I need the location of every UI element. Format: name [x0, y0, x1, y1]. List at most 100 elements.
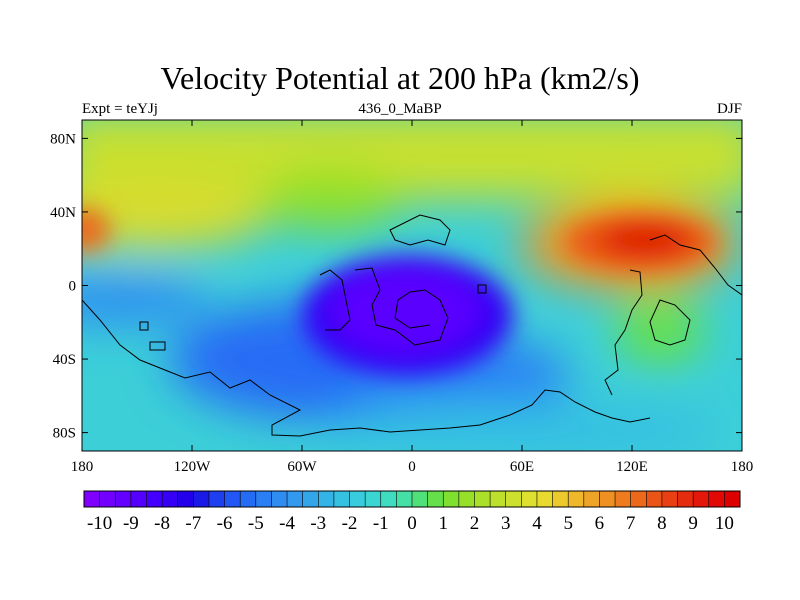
colorbar-label: -8 [154, 513, 170, 534]
colorbar-label: -2 [342, 513, 358, 534]
colorbar-label: 9 [688, 513, 698, 534]
asia-block [604, 269, 643, 396]
dateline-high [82, 208, 110, 252]
colorbar-swatch [708, 491, 725, 507]
colorbar-swatch [84, 491, 100, 507]
north-atlantic-green [260, 170, 400, 230]
asia-high-core [600, 224, 690, 256]
colorbar-label: 4 [532, 513, 542, 534]
y-tick-label: 0 [69, 279, 77, 295]
colorbar-swatch [115, 491, 132, 507]
colorbar-label: 8 [657, 513, 667, 534]
colorbar-swatch [99, 491, 116, 507]
colorbar-swatch [536, 491, 553, 507]
chart-title: Velocity Potential at 200 hPa (km2/s) [160, 60, 640, 96]
colorbar-label: -1 [373, 513, 389, 534]
contour-field [82, 120, 742, 451]
season-label: DJF [716, 101, 742, 117]
y-tick-label: 40S [53, 352, 76, 368]
y-tick-label: 80N [50, 131, 76, 147]
colorbar-swatch [287, 491, 303, 507]
colorbar-swatch [333, 491, 350, 507]
colorbar-swatch [130, 491, 147, 507]
colorbar-swatch [240, 491, 257, 507]
colorbar-label: -9 [123, 513, 139, 534]
colorbar-label: 2 [470, 513, 480, 534]
colorbar-swatch [318, 491, 335, 507]
colorbar-label: 10 [715, 513, 734, 534]
south-america-coast [319, 269, 351, 331]
divergence-core [330, 268, 480, 352]
x-tick-label: 180 [731, 459, 754, 475]
colorbar-swatch [615, 491, 631, 507]
colorbar-label: -4 [279, 513, 295, 534]
colorbar-label: 5 [563, 513, 573, 534]
y-tick-label: 80S [53, 426, 76, 442]
colorbar-swatch [599, 491, 616, 507]
colorbar-swatch [474, 491, 491, 507]
colorbar-swatch [412, 491, 428, 507]
x-tick-label: 180 [71, 459, 94, 475]
colorbar-swatch [724, 491, 741, 507]
y-tick-label: 40N [50, 205, 76, 221]
colorbar-swatch [583, 491, 600, 507]
south-band [320, 400, 720, 451]
x-tick-label: 60W [287, 459, 317, 475]
colorbar-label: 0 [407, 513, 417, 534]
colorbar-swatch [693, 491, 710, 507]
colorbar-swatch [552, 491, 569, 507]
colorbar-swatch [505, 491, 522, 507]
colorbar-swatch [146, 491, 163, 507]
colorbar-swatch [162, 491, 179, 507]
small-islands-2 [149, 341, 166, 351]
south-pacific-blue [82, 275, 210, 325]
colorbar-swatch [630, 491, 647, 507]
colorbar-label: 7 [626, 513, 636, 534]
east-asia-coast [649, 234, 742, 296]
x-tick-label: 120E [616, 459, 648, 475]
colorbar-label: -7 [185, 513, 201, 534]
colorbar-label: -6 [217, 513, 233, 534]
colorbar-swatch [661, 491, 678, 507]
colorbar-swatch [568, 491, 585, 507]
colorbar-label: 3 [501, 513, 511, 534]
colorbar-swatch [193, 491, 210, 507]
africa-coast [389, 214, 451, 246]
colorbar-swatch [365, 491, 382, 507]
north-america-coast [82, 299, 651, 437]
x-tick-label: 60E [510, 459, 534, 475]
colorbar-swatch [208, 491, 225, 507]
colorbar-swatch [177, 491, 194, 507]
x-tick-label: 120W [174, 459, 212, 475]
colorbar-swatch [349, 491, 366, 507]
colorbar-swatch [458, 491, 475, 507]
colorbar-label: -3 [310, 513, 326, 534]
colorbar-label: 6 [595, 513, 605, 534]
small-islands-1 [139, 321, 149, 331]
colorbar-swatch [224, 491, 241, 507]
colorbar-label: 1 [438, 513, 448, 534]
colorbar-swatch [521, 491, 538, 507]
x-axis: 180 120W 60W 0 60E 120E 180 [71, 120, 754, 475]
colorbar-label: -10 [87, 513, 112, 534]
colorbar-swatch [443, 491, 460, 507]
run-label: 436_0_MaBP [358, 101, 442, 117]
central-block [354, 267, 449, 346]
north-pacific-high [82, 180, 270, 250]
australia-green [615, 295, 705, 365]
colorbar-swatch [396, 491, 413, 507]
colorbar-swatch [490, 491, 507, 507]
colorbar-swatch [271, 491, 288, 507]
experiment-label: Expt = teYJj [82, 101, 158, 117]
colorbar-swatch [302, 491, 319, 507]
colorbar-swatch [380, 491, 397, 507]
small-islands-3 [477, 284, 487, 294]
x-tick-label: 0 [408, 459, 416, 475]
colorbar-swatch [255, 491, 272, 507]
coastlines [82, 214, 742, 437]
colorbar-label: -5 [248, 513, 264, 534]
maritime-coast [649, 299, 691, 346]
colorbar-swatch [677, 491, 694, 507]
colorbar: -10 -9 -8 -7 -6 -5 -4 -3 -2 -1 0 1 2 3 4 5 6 7 8 9 10 [83, 490, 741, 534]
